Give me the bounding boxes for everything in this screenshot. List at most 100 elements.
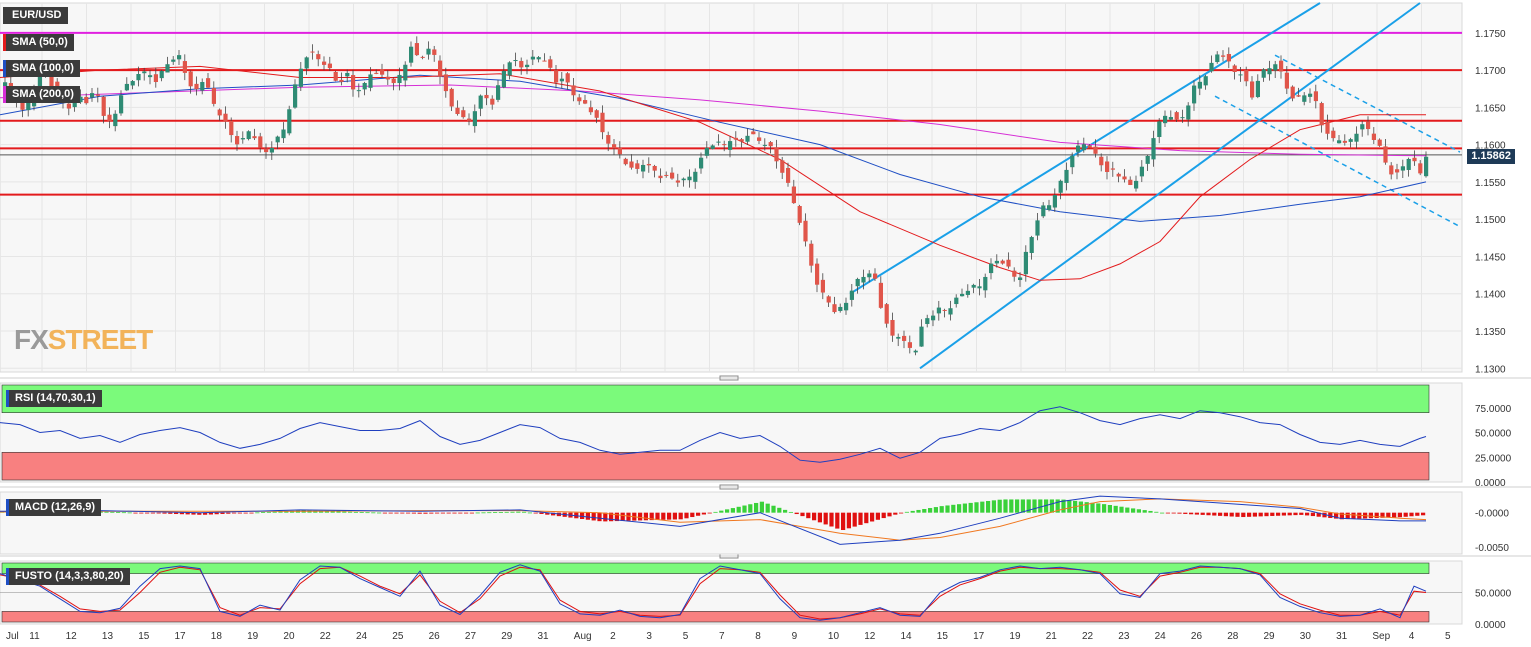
candle-body (403, 64, 408, 81)
main-price-tick: 1.1400 (1475, 290, 1506, 301)
macd-histogram-bar (464, 512, 469, 514)
sma50-line (0, 65, 1426, 281)
candle-body (1041, 205, 1046, 217)
macd-histogram-bar (1334, 512, 1339, 519)
candle-body (177, 55, 182, 60)
macd-histogram-bar (678, 512, 683, 520)
macd-histogram-bar (1339, 512, 1344, 520)
candle-body (432, 49, 437, 55)
candle-body (594, 110, 599, 118)
descending-channel-line (1214, 95, 1461, 228)
candle-body (246, 131, 251, 140)
macd-histogram-bar (846, 512, 851, 529)
macd-histogram-bar (1293, 512, 1298, 516)
fusto-tick: 0.0000 (1475, 620, 1506, 631)
x-axis-tick: 21 (1046, 631, 1058, 642)
candle-body (710, 145, 715, 149)
candle-body (1215, 54, 1220, 63)
macd-histogram-bar (1171, 512, 1176, 514)
macd-histogram-bar (162, 512, 167, 514)
macd-histogram-bar (1252, 512, 1257, 517)
macd-histogram-bar (1090, 502, 1095, 513)
macd-histogram-bar (400, 512, 405, 514)
candle-body (78, 96, 83, 103)
candle-body (693, 171, 698, 182)
candle-body (716, 141, 721, 143)
macd-histogram-bar (841, 512, 846, 531)
candle-body (548, 59, 553, 68)
macd-histogram-bar (870, 512, 875, 522)
macd-histogram-bar (191, 512, 196, 515)
macd-histogram-bar (643, 512, 648, 521)
macd-histogram-bar (272, 511, 277, 513)
macd-histogram-bar (835, 512, 840, 529)
candle-body (513, 60, 518, 62)
macd-histogram-bar (585, 512, 590, 520)
macd-histogram-bar (1009, 499, 1014, 513)
macd-histogram-bar (197, 512, 202, 515)
candle-body (1261, 69, 1266, 78)
macd-histogram-bar (736, 506, 741, 513)
x-axis-tick: 19 (247, 631, 259, 642)
candle-body (1296, 95, 1301, 97)
candle-body (258, 136, 263, 148)
candle-body (1395, 169, 1400, 173)
macd-histogram-bar (324, 511, 329, 513)
macd-histogram-bar (174, 512, 179, 515)
candle-body (124, 83, 129, 91)
candle-body (200, 82, 205, 91)
macd-histogram-bar (504, 511, 509, 513)
macd-histogram-bar (1421, 512, 1426, 516)
candle-body (316, 54, 321, 60)
candle-body (994, 260, 999, 264)
macd-histogram-bar (353, 511, 358, 513)
macd-histogram-bar (626, 512, 631, 521)
candle-body (1168, 117, 1173, 120)
macd-legend[interactable]: MACD (12,26,9) (6, 499, 102, 516)
candle-body (1047, 205, 1052, 210)
macd-histogram-bar (638, 512, 643, 521)
macd-histogram-bar (1032, 499, 1037, 513)
candle-body (612, 144, 617, 149)
x-axis-tick: Sep (1372, 631, 1390, 642)
candle-body (1273, 64, 1278, 71)
fusto-legend[interactable]: FUSTO (14,3,3,80,20) (6, 568, 130, 585)
macd-histogram-bar (603, 512, 608, 522)
candle-body (217, 109, 222, 116)
macd-histogram-bar (1345, 512, 1350, 520)
candle-body (1284, 72, 1289, 89)
candle-body (1081, 144, 1086, 151)
sma100-legend[interactable]: SMA (100,0) (3, 60, 80, 77)
macd-histogram-bar (794, 512, 799, 515)
macd-histogram-bar (1322, 512, 1327, 518)
candle-body (890, 319, 895, 336)
macd-histogram-bar (208, 512, 213, 515)
candle-body (1163, 115, 1168, 124)
x-axis-tick: 29 (501, 631, 513, 642)
rsi-legend[interactable]: RSI (14,70,30,1) (6, 390, 102, 407)
macd-histogram-bar (336, 511, 341, 513)
candle-body (449, 88, 454, 107)
macd-histogram-bar (690, 512, 695, 518)
candle-body (281, 129, 286, 139)
candle-body (49, 76, 54, 88)
macd-histogram-bar (759, 501, 764, 513)
macd-histogram-bar (945, 505, 950, 513)
sma200-legend[interactable]: SMA (200,0) (3, 86, 80, 103)
x-axis-tick: 19 (1009, 631, 1021, 642)
candle-body (304, 57, 309, 69)
symbol-label: EUR/USD (3, 7, 68, 24)
candle-body (948, 308, 953, 315)
macd-histogram-bar (516, 511, 521, 513)
macd-histogram-bar (226, 512, 231, 514)
sma50-legend[interactable]: SMA (50,0) (3, 34, 74, 51)
macd-histogram-bar (185, 512, 190, 515)
candle-body (629, 161, 634, 168)
macd-histogram-bar (858, 512, 863, 525)
candle-body (206, 78, 211, 88)
x-axis-tick: 7 (719, 631, 725, 642)
candle-body (426, 48, 431, 55)
macd-histogram-bar (951, 504, 956, 513)
macd-histogram-bar (481, 512, 486, 514)
